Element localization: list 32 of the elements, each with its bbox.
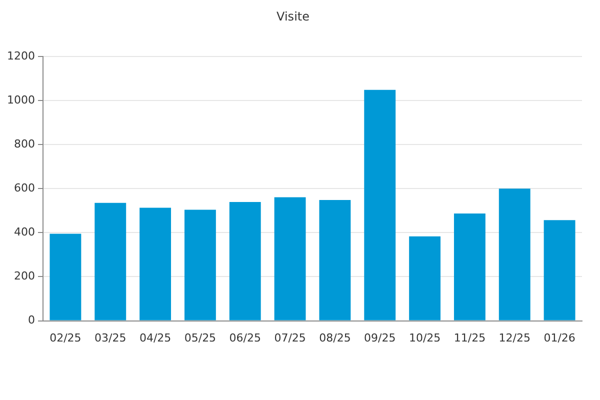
y-tick-label: 400 xyxy=(14,226,35,239)
bar xyxy=(274,197,306,320)
y-tick-label: 1000 xyxy=(6,93,35,106)
x-tick-label: 06/25 xyxy=(229,331,261,344)
x-tick-label: 12/25 xyxy=(498,331,530,344)
x-tick-label: 04/25 xyxy=(139,331,172,344)
x-tick-label: 03/25 xyxy=(94,331,126,344)
bar xyxy=(544,220,576,320)
x-tick-label: 07/25 xyxy=(274,331,306,344)
x-tick-label: 05/25 xyxy=(184,331,216,344)
x-tick-label: 08/25 xyxy=(319,331,351,344)
bar xyxy=(364,90,396,320)
bar xyxy=(50,234,82,320)
y-tick-label: 800 xyxy=(14,137,35,150)
bar xyxy=(229,202,261,320)
x-tick-label: 11/25 xyxy=(454,331,486,344)
bar xyxy=(319,200,351,320)
x-tick-label: 10/25 xyxy=(408,331,441,344)
y-tick-label: 1200 xyxy=(6,49,35,62)
bar xyxy=(140,208,172,320)
bar xyxy=(94,202,126,320)
bar xyxy=(454,214,486,320)
y-tick-label: 200 xyxy=(14,270,35,283)
bar xyxy=(498,188,530,320)
x-tick-label: 09/25 xyxy=(364,331,396,344)
y-tick-label: 0 xyxy=(28,314,35,327)
x-tick-label: 01/26 xyxy=(544,331,576,344)
bar xyxy=(184,210,216,320)
chart-title: Visite xyxy=(276,9,310,24)
y-tick-label: 600 xyxy=(14,181,35,194)
x-tick-label: 02/25 xyxy=(50,331,82,344)
bar xyxy=(409,236,441,320)
